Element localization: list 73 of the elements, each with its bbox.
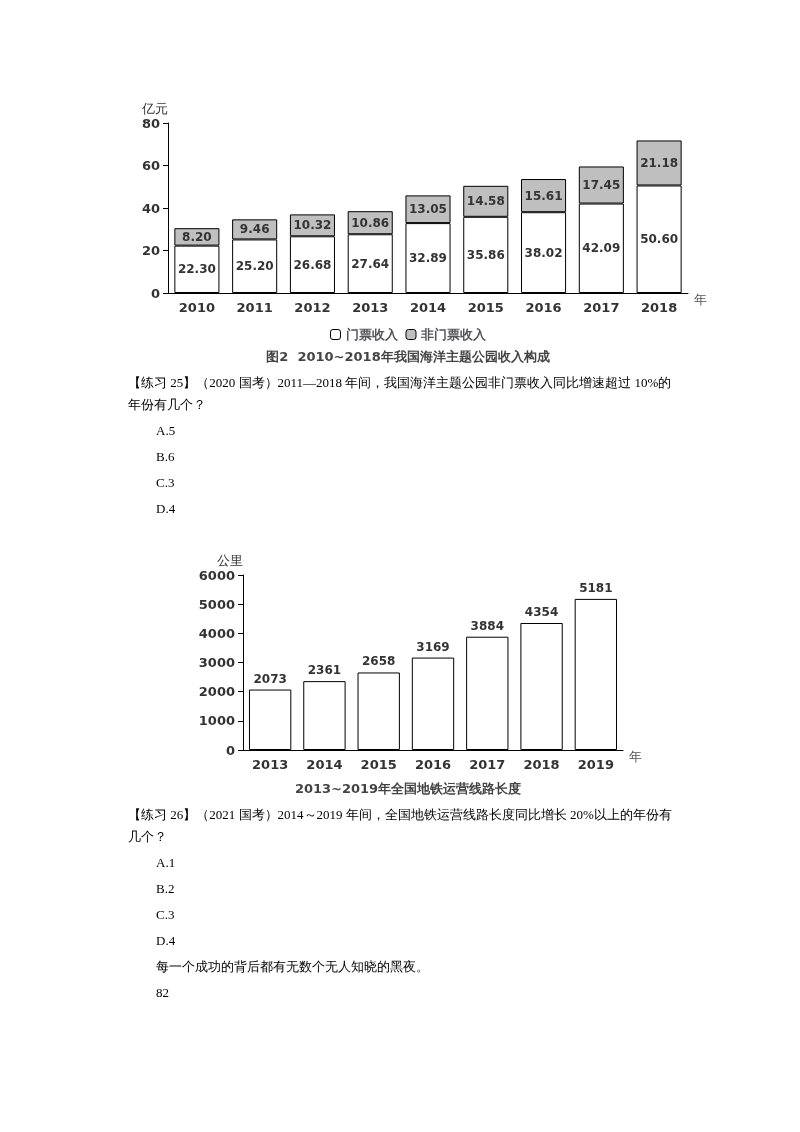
data-label: 25.20 xyxy=(235,259,274,274)
text: C.3 xyxy=(156,474,176,492)
x-tick-label: 2014 xyxy=(409,300,447,315)
data-label: 10.32 xyxy=(293,218,332,233)
x-tick-label: 2011 xyxy=(236,300,273,315)
y-tick-label: 2000 xyxy=(198,684,235,700)
x-axis-title: 年 xyxy=(694,292,707,307)
data-label: 14.58 xyxy=(466,194,505,209)
data-label: 35.86 xyxy=(466,247,505,262)
x-tick-label: 2016 xyxy=(414,757,452,772)
data-label: 2073 xyxy=(253,671,287,686)
legend-label: 非门票收入 xyxy=(420,327,487,342)
x-tick-label: 2013 xyxy=(252,757,289,772)
text: D.4 xyxy=(156,500,177,518)
text: D.4 xyxy=(156,932,177,950)
text: 2013~2019年全国地铁运营线路长度 xyxy=(294,781,522,796)
y-tick-label: 60 xyxy=(141,158,160,173)
data-label: 3169 xyxy=(416,639,450,654)
x-tick-label: 2013 xyxy=(352,300,389,315)
text: B.2 xyxy=(156,880,176,898)
data-label: 15.61 xyxy=(524,188,563,203)
data-label: 50.60 xyxy=(640,232,679,247)
data-label: 42.09 xyxy=(582,241,621,256)
data-label: 21.18 xyxy=(640,155,679,170)
y-axis-title: 公里 xyxy=(217,553,243,568)
text: 【练习 25】（2020 国考）2011—2018 年间，我国海洋主题公园非门票收入同比增速超过 10%的年份有几个？ xyxy=(128,374,672,414)
x-tick-label: 2017 xyxy=(469,757,506,772)
y-tick-label: 5000 xyxy=(198,596,235,612)
data-label: 5181 xyxy=(579,580,613,595)
data-label: 10.86 xyxy=(351,215,390,230)
data-label: 8.20 xyxy=(182,229,212,244)
data-label: 22.30 xyxy=(177,262,216,277)
x-tick-label: 2017 xyxy=(583,300,620,315)
x-tick-label: 2018 xyxy=(523,757,560,772)
x-tick-label: 2015 xyxy=(360,757,397,772)
legend-label: 门票收入 xyxy=(345,327,399,342)
x-axis-title: 年 xyxy=(629,749,642,764)
y-tick-label: 80 xyxy=(141,115,160,131)
x-tick-label: 2019 xyxy=(577,757,614,772)
x-tick-label: 2018 xyxy=(641,300,678,315)
text: 【练习 26】（2021 国考）2014～2019 年间，全国地铁运营线路长度同比增长 20%以上的年份有几个？ xyxy=(128,806,672,846)
data-label: 17.45 xyxy=(582,178,621,193)
y-tick-label: 1000 xyxy=(198,713,235,729)
text: C.3 xyxy=(156,906,176,924)
y-axis-title: 亿元 xyxy=(141,101,168,116)
text: B.6 xyxy=(156,448,176,466)
text: 每一个成功的背后都有无数个无人知晓的黑夜。 xyxy=(156,958,430,976)
y-tick-label: 6000 xyxy=(198,567,235,583)
data-label: 9.46 xyxy=(239,222,270,237)
y-tick-label: 4000 xyxy=(198,625,235,641)
y-tick-label: 0 xyxy=(150,285,160,301)
data-label: 2658 xyxy=(362,654,396,669)
x-tick-label: 2014 xyxy=(306,757,343,772)
data-label: 38.02 xyxy=(524,245,563,260)
x-tick-label: 2010 xyxy=(178,300,215,315)
y-tick-label: 40 xyxy=(141,200,160,216)
data-label: 26.68 xyxy=(293,257,332,272)
x-tick-label: 2016 xyxy=(525,300,562,315)
data-label: 4354 xyxy=(524,605,559,620)
x-tick-label: 2012 xyxy=(294,300,331,315)
y-tick-label: 20 xyxy=(141,243,160,258)
data-label: 2361 xyxy=(307,663,342,678)
data-label: 3884 xyxy=(470,618,504,633)
data-label: 13.05 xyxy=(409,202,447,217)
y-tick-label: 0 xyxy=(225,742,235,758)
data-label: 27.64 xyxy=(351,256,390,271)
data-label: 32.89 xyxy=(409,251,447,266)
text: 图2 2010~2018年我国海洋主题公园收入构成 xyxy=(266,349,550,364)
x-tick-label: 2015 xyxy=(467,300,504,315)
text: A.1 xyxy=(156,854,177,872)
text: 82 xyxy=(156,984,170,1002)
y-tick-label: 3000 xyxy=(198,655,235,670)
text: A.5 xyxy=(156,422,177,440)
